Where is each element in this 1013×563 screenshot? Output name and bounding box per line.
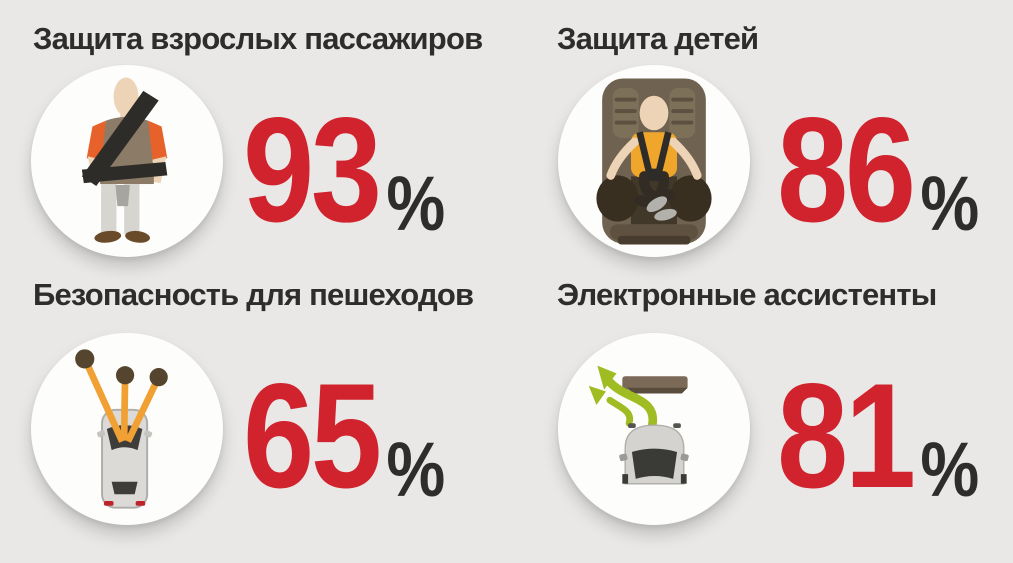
metric-value: 65 [243, 352, 382, 519]
metric-icon-circle [558, 65, 750, 257]
metric-icon-circle [31, 65, 223, 257]
pedestrian-impact-car-top-view-icon [75, 349, 168, 509]
metric-value: 86 [777, 86, 916, 253]
metric-value: 93 [243, 86, 382, 253]
percent-sign: % [920, 161, 980, 247]
metric-card-adult-protection: Защита взрослых пассажиров [0, 0, 507, 281]
metric-label: Защита детей [557, 21, 759, 56]
adult-occupant-seatbelt-icon [81, 77, 168, 243]
metric-value: 81 [777, 352, 916, 519]
percent-sign: % [386, 161, 446, 247]
metric-label: Электронные ассистенты [557, 277, 937, 312]
metric-label: Безопасность для пешеходов [33, 277, 474, 312]
metric-card-electronic-assistants: Электронные ассистенты [506, 277, 1013, 562]
metric-score: 93% [243, 95, 445, 244]
percent-sign: % [386, 427, 446, 513]
metric-score: 81% [777, 361, 979, 510]
percent-sign: % [920, 427, 980, 513]
child-car-seat-icon [596, 78, 712, 245]
metric-card-child-protection: Защита детей [506, 0, 1013, 281]
electronic-stability-assist-car-icon [588, 365, 689, 485]
metric-label: Защита взрослых пассажиров [33, 21, 483, 56]
metric-icon-circle [31, 333, 223, 525]
metric-icon-circle [558, 333, 750, 525]
metric-score: 86% [777, 95, 979, 244]
metric-card-pedestrian-safety: Безопасность для пешеходов [0, 277, 507, 562]
metric-score: 65% [243, 361, 445, 510]
